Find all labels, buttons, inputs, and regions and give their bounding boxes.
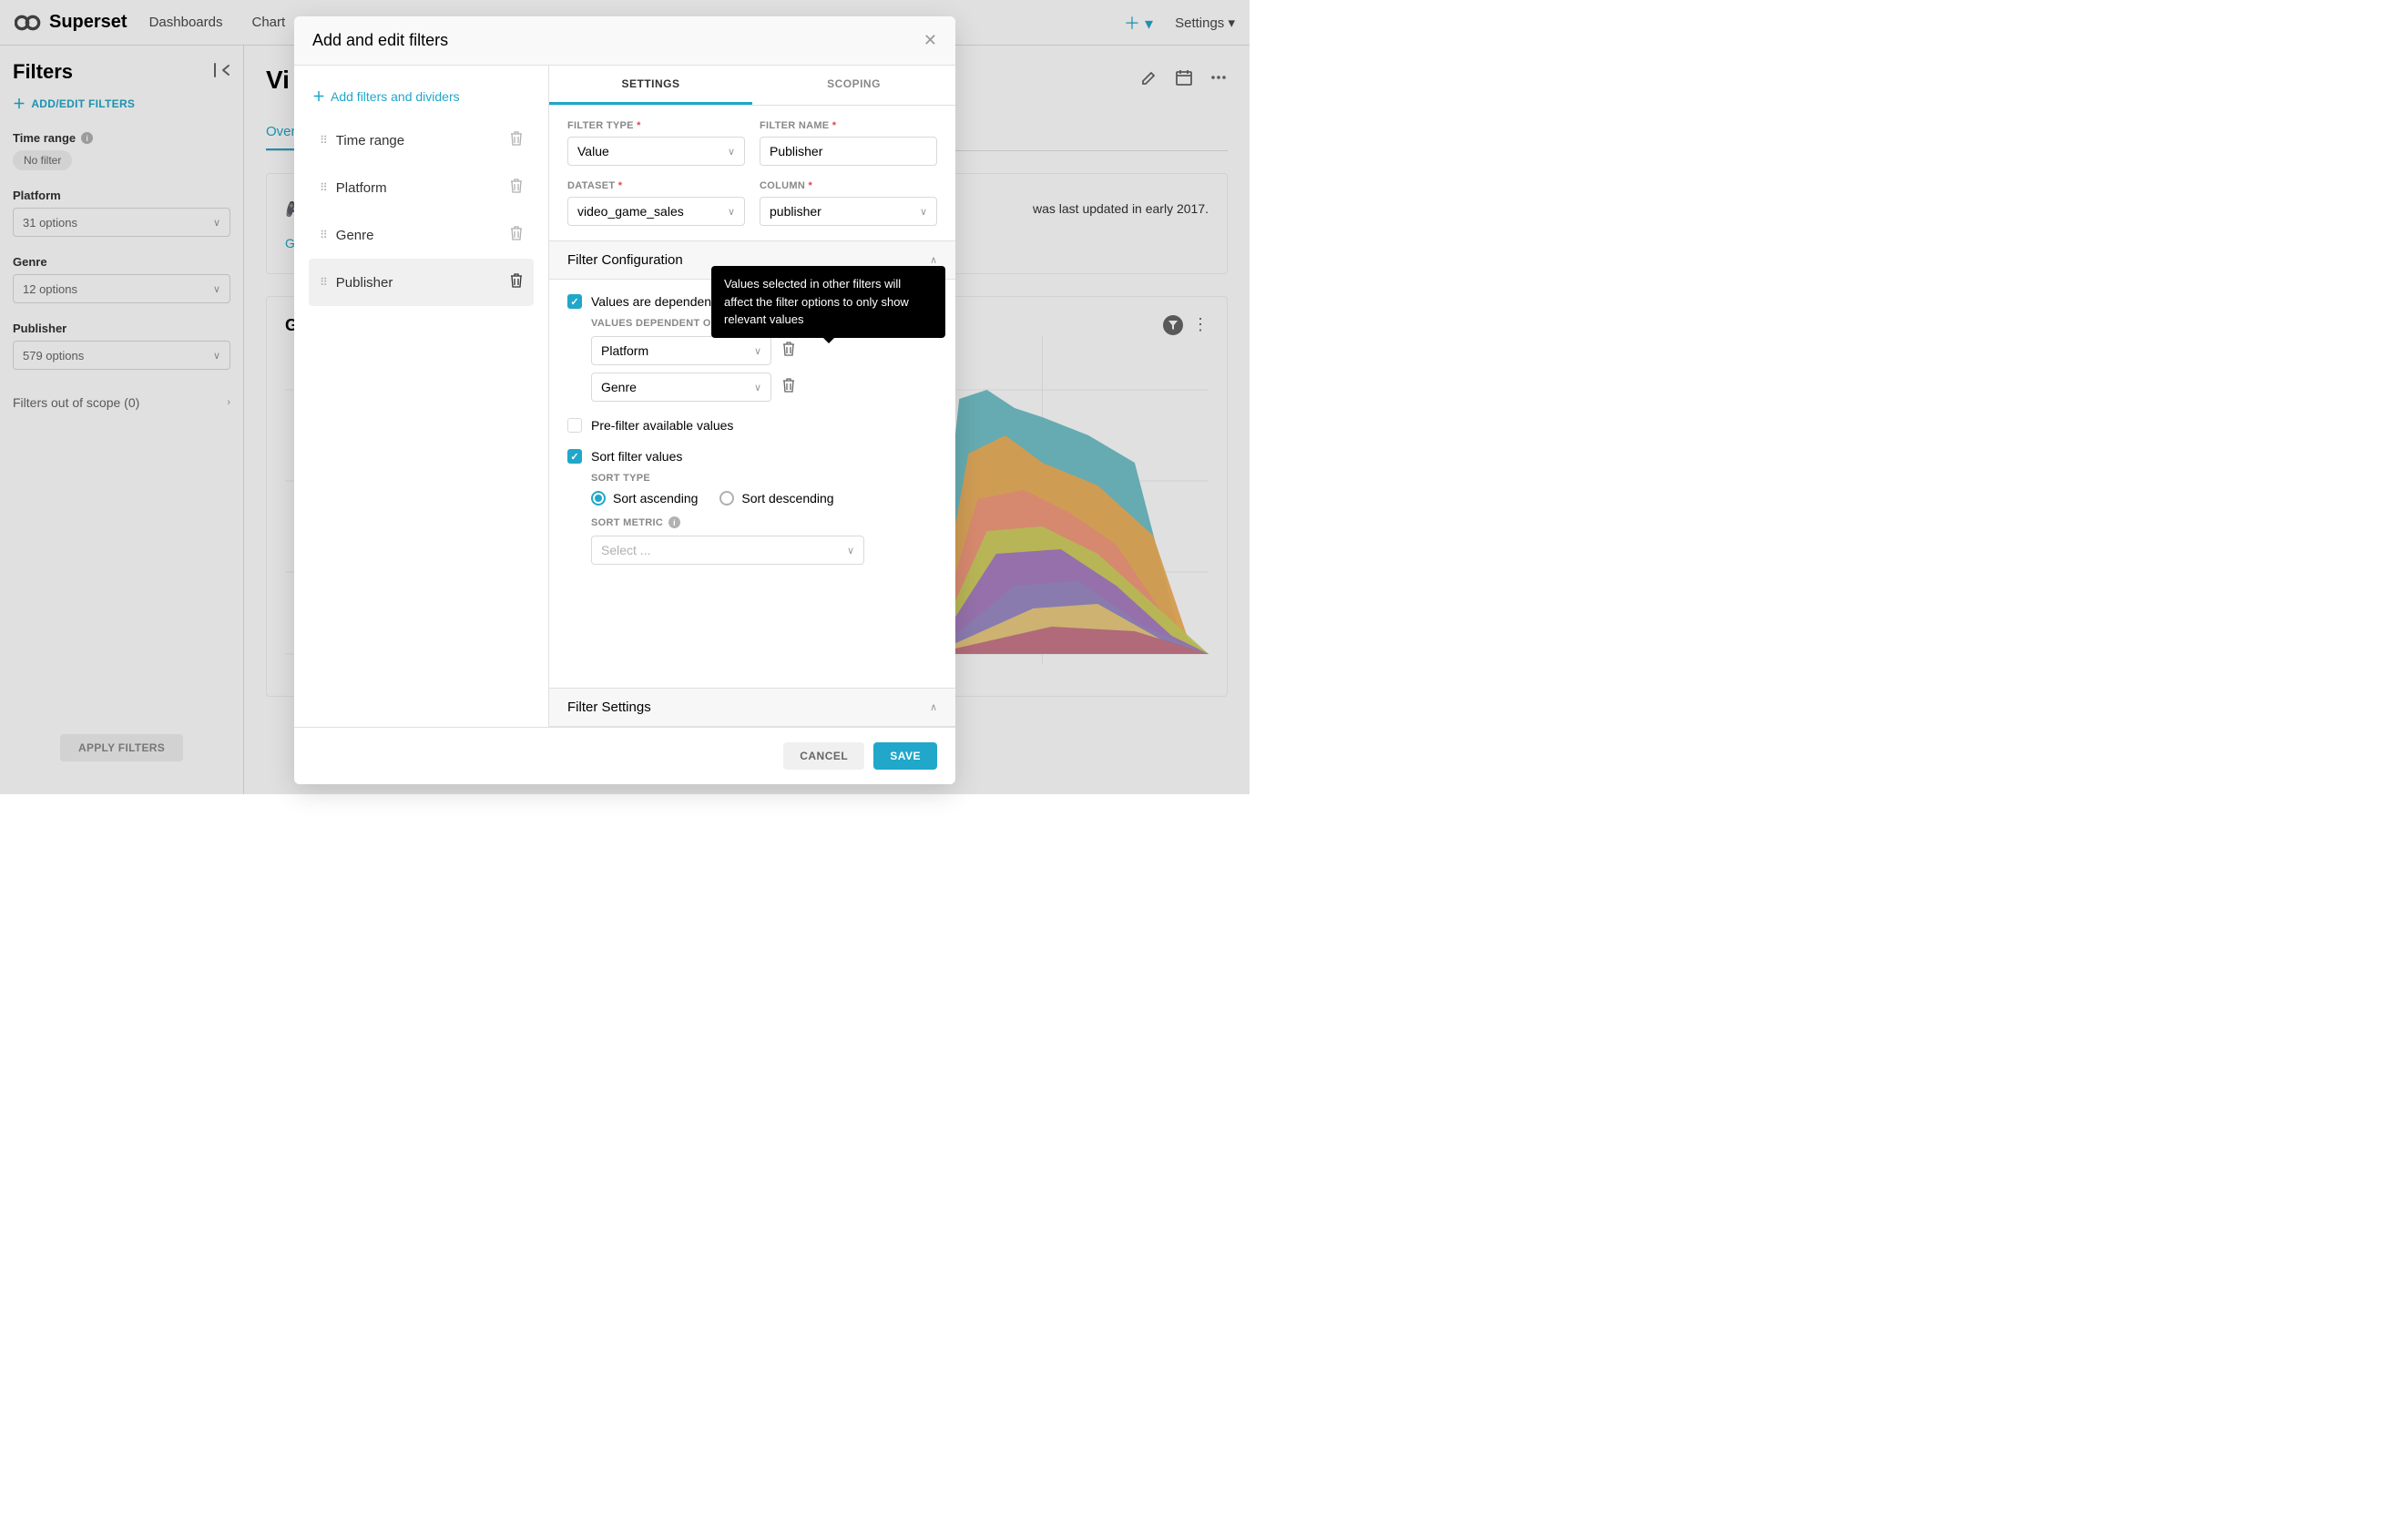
sort-values-checkbox[interactable] [567,449,582,464]
tab-scoping[interactable]: SCOPING [752,66,955,105]
trash-icon[interactable] [510,273,523,292]
modal-overlay: Add and edit filters ✕ ＋ Add filters and… [0,0,1250,794]
save-button[interactable]: SAVE [873,742,937,770]
modal-sidebar: ＋ Add filters and dividers ⠿ Time range … [294,66,549,727]
dependent-platform-select[interactable]: Platform∨ [591,336,771,365]
filter-item-genre[interactable]: ⠿ Genre [309,211,534,259]
dataset-select[interactable]: video_game_sales∨ [567,197,745,226]
dependent-genre-select[interactable]: Genre∨ [591,373,771,402]
trash-icon[interactable] [510,179,523,198]
trash-icon[interactable] [782,378,795,397]
tab-settings[interactable]: SETTINGS [549,66,752,105]
drag-handle-icon[interactable]: ⠿ [320,229,327,241]
filter-name-label: FILTER NAME * [760,120,937,131]
tooltip: Values selected in other filters will af… [711,266,945,338]
drag-handle-icon[interactable]: ⠿ [320,181,327,194]
trash-icon[interactable] [510,226,523,245]
modal-title: Add and edit filters [312,31,448,50]
filter-item-platform[interactable]: ⠿ Platform [309,164,534,211]
filters-modal: Add and edit filters ✕ ＋ Add filters and… [294,16,955,784]
drag-handle-icon[interactable]: ⠿ [320,276,327,289]
sort-values-label: Sort filter values [591,449,682,464]
filter-item-time-range[interactable]: ⠿ Time range [309,117,534,164]
trash-icon[interactable] [782,342,795,361]
prefilter-checkbox[interactable] [567,418,582,433]
column-label: COLUMN * [760,180,937,191]
filter-type-label: FILTER TYPE * [567,120,745,131]
drag-handle-icon[interactable]: ⠿ [320,134,327,147]
dataset-label: DATASET * [567,180,745,191]
cancel-button[interactable]: CANCEL [783,742,864,770]
sort-desc-radio[interactable]: Sort descending [719,491,833,506]
trash-icon[interactable] [510,131,523,150]
add-filters-link[interactable]: ＋ Add filters and dividers [309,80,534,113]
sort-asc-radio[interactable]: Sort ascending [591,491,698,506]
sort-type-label: SORT TYPE [591,473,937,484]
sort-metric-select[interactable]: Select ...∨ [591,536,864,565]
modal-form: SETTINGS SCOPING FILTER TYPE * Value∨ FI… [549,66,955,727]
values-dependent-checkbox[interactable] [567,294,582,309]
filter-name-input[interactable] [760,137,937,166]
filter-settings-header[interactable]: Filter Settings ∧ [549,688,955,727]
sort-metric-label: SORT METRIC i [591,516,937,528]
column-select[interactable]: publisher∨ [760,197,937,226]
close-icon[interactable]: ✕ [923,31,937,50]
filter-item-publisher[interactable]: ⠿ Publisher [309,259,534,306]
filter-type-select[interactable]: Value∨ [567,137,745,166]
prefilter-label: Pre-filter available values [591,418,733,433]
info-icon: i [668,516,680,528]
